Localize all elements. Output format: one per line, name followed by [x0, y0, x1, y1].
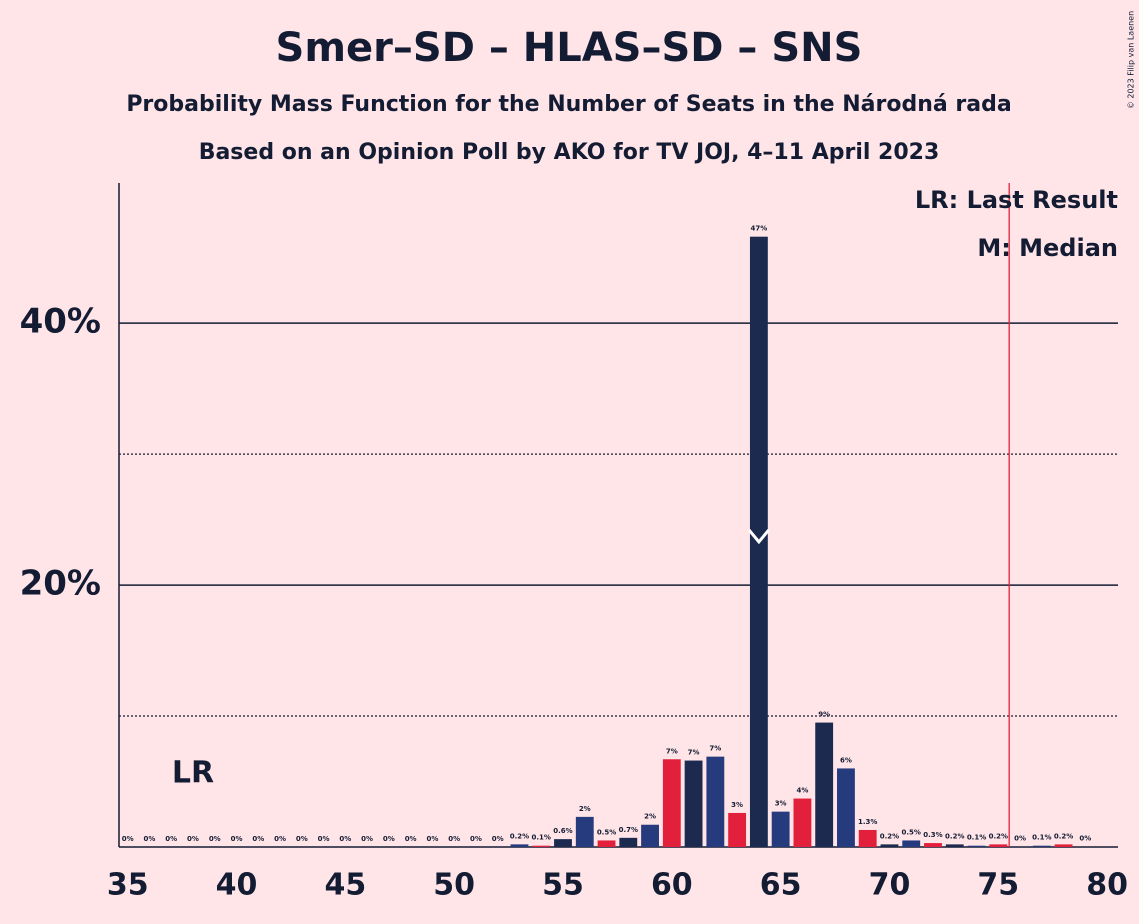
value-label: 0% — [318, 835, 330, 843]
bar — [967, 845, 986, 847]
value-label: 47% — [750, 225, 767, 233]
value-label: 0.1% — [967, 834, 986, 842]
value-label: 0.2% — [989, 832, 1008, 840]
value-label: 0% — [274, 835, 286, 843]
bar — [575, 816, 594, 847]
bar — [619, 837, 638, 847]
value-label: 0.2% — [1054, 832, 1073, 840]
bar — [837, 768, 855, 847]
bar — [706, 756, 725, 847]
bar — [597, 840, 616, 847]
x-tick-label: 80 — [1086, 868, 1128, 903]
value-label: 0.6% — [553, 827, 572, 835]
chart-subtitle: Based on an Opinion Poll by AKO for TV J… — [199, 140, 940, 165]
bar — [641, 824, 659, 847]
bar — [554, 839, 572, 847]
value-label: 0% — [426, 835, 438, 843]
value-label: 0% — [339, 835, 351, 843]
value-label: 0.2% — [880, 832, 899, 840]
value-label: 0% — [144, 835, 156, 843]
value-label: 0% — [1014, 835, 1026, 843]
value-label: 0.7% — [619, 826, 638, 834]
value-label: 0% — [122, 835, 134, 843]
x-tick-label: 75 — [977, 868, 1019, 903]
x-tick-label: 50 — [433, 868, 475, 903]
value-label: 0% — [448, 835, 460, 843]
value-label: 0% — [492, 835, 504, 843]
value-label: 0% — [361, 835, 373, 843]
y-tick-label: 40% — [20, 302, 101, 342]
y-tick-label: 20% — [20, 564, 101, 604]
value-label: 0% — [165, 835, 177, 843]
value-label: 0% — [187, 835, 199, 843]
legend-text: M: Median — [977, 234, 1118, 262]
value-label: 1.3% — [858, 818, 877, 826]
x-tick-label: 65 — [760, 868, 802, 903]
value-label: 2% — [644, 813, 656, 821]
legend-text: LR: Last Result — [915, 186, 1118, 214]
value-label: 3% — [775, 800, 787, 808]
value-label: 0% — [231, 835, 243, 843]
value-label: 2% — [579, 805, 591, 813]
x-tick-label: 35 — [107, 868, 149, 903]
x-tick-label: 45 — [324, 868, 366, 903]
x-tick-label: 70 — [869, 868, 911, 903]
bar — [858, 829, 877, 847]
bar — [771, 811, 790, 847]
value-label: 0.5% — [902, 828, 921, 836]
bar — [532, 845, 551, 847]
chart-subtitle: Probability Mass Function for the Number… — [126, 92, 1011, 117]
bar — [815, 722, 834, 847]
value-label: 0% — [470, 835, 482, 843]
bar — [1032, 845, 1051, 847]
value-label: 0% — [252, 835, 264, 843]
value-label: 0.1% — [1032, 834, 1051, 842]
last-result-label: LR — [172, 756, 214, 791]
copyright: © 2023 Filip van Laenen — [1127, 11, 1136, 109]
median-marker — [747, 528, 771, 545]
value-label: 9% — [818, 711, 830, 719]
bar — [924, 843, 942, 847]
value-label: 7% — [688, 749, 700, 757]
value-label: 4% — [796, 787, 808, 795]
x-tick-label: 40 — [216, 868, 258, 903]
value-label: 0% — [383, 835, 395, 843]
bar — [510, 844, 529, 847]
chart-title: Smer–SD – HLAS–SD – SNS — [276, 25, 863, 71]
value-label: 0.5% — [597, 828, 616, 836]
value-label: 0% — [209, 835, 221, 843]
value-label: 0.2% — [945, 832, 964, 840]
value-label: 7% — [666, 747, 678, 755]
value-label: 7% — [709, 745, 721, 753]
value-label: 0% — [405, 835, 417, 843]
bar — [662, 759, 681, 847]
value-label: 0.1% — [532, 834, 551, 842]
x-tick-label: 60 — [651, 868, 693, 903]
bar — [1054, 844, 1073, 847]
bar — [902, 840, 921, 847]
bar — [684, 760, 703, 847]
bar — [880, 844, 899, 847]
value-label: 0% — [296, 835, 308, 843]
value-label: 0.3% — [923, 831, 942, 839]
bar — [793, 798, 812, 847]
value-label: 6% — [840, 756, 852, 764]
value-label: 3% — [731, 801, 743, 809]
bar — [989, 844, 1008, 847]
value-label: 0% — [1079, 835, 1091, 843]
x-tick-label: 55 — [542, 868, 584, 903]
value-label: 0.2% — [510, 832, 529, 840]
bar — [728, 812, 747, 847]
bar — [945, 844, 964, 847]
